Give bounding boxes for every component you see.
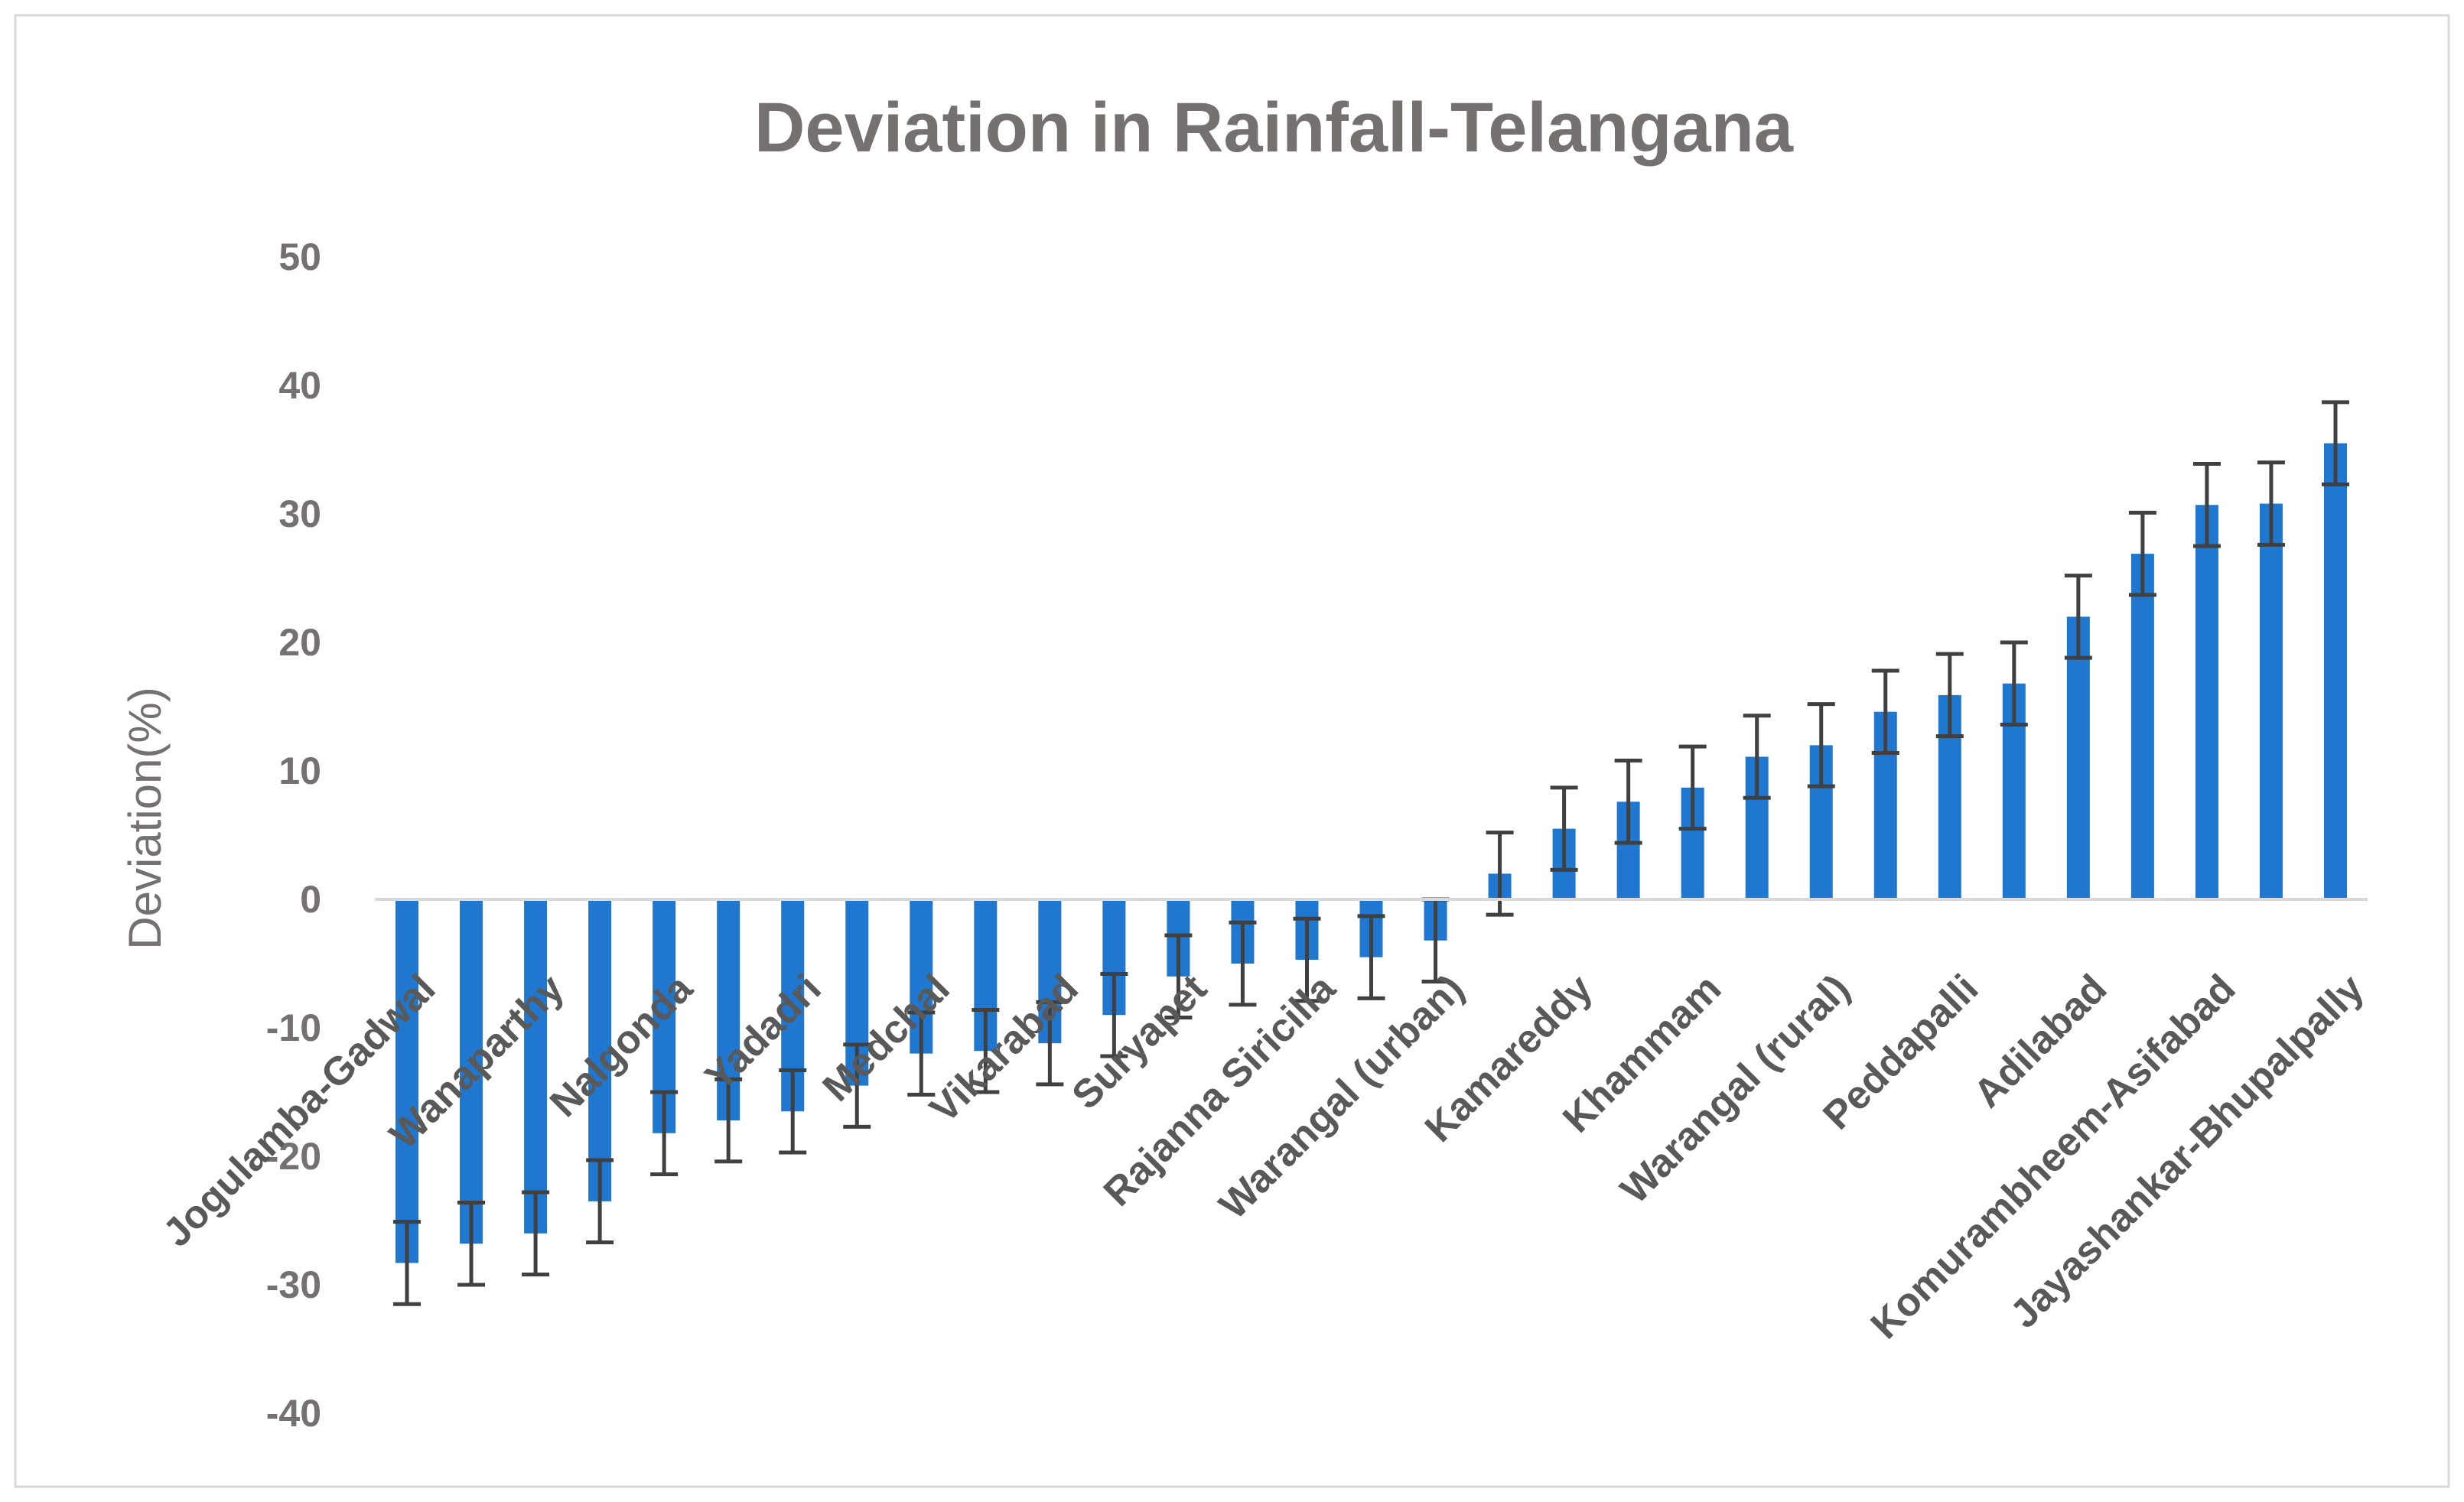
error-bar <box>779 1068 807 1155</box>
bar <box>2195 505 2218 899</box>
y-tick-label: 30 <box>278 493 321 535</box>
bar <box>460 899 483 1244</box>
bar <box>2066 616 2090 899</box>
error-bar <box>2064 574 2092 660</box>
y-tick-label: -30 <box>266 1263 321 1306</box>
y-tick-label: 10 <box>278 749 321 792</box>
error-bar <box>2128 510 2156 597</box>
error-bar <box>1293 916 1321 1003</box>
error-bar <box>457 1200 486 1287</box>
y-tick-label: 50 <box>278 236 321 278</box>
bar <box>395 899 419 1263</box>
error-bar <box>843 1042 871 1129</box>
error-bar <box>650 1090 679 1177</box>
bar <box>524 899 548 1234</box>
error-bars <box>393 400 2349 1306</box>
error-bar <box>2000 640 2028 727</box>
error-bar <box>1357 914 1385 1000</box>
error-bar <box>1743 714 1771 800</box>
bar <box>588 899 612 1201</box>
error-bar <box>1486 831 1514 917</box>
error-bar <box>972 1007 1000 1094</box>
error-bar <box>1678 744 1707 831</box>
error-bar <box>1164 933 1193 1020</box>
bar <box>2130 554 2154 899</box>
y-tick-label: 0 <box>300 878 321 921</box>
y-axis-ticks: 50 40 30 20 10 0 -10 -20 -30 -40 <box>266 236 321 1435</box>
error-bar <box>393 1220 422 1306</box>
error-bar <box>1935 652 1964 739</box>
y-tick-label: -10 <box>266 1006 321 1049</box>
error-bar <box>714 1077 743 1164</box>
chart-title: Deviation in Rainfall-Telangana <box>754 89 1794 167</box>
error-bar <box>2257 460 2285 547</box>
error-bar <box>522 1190 550 1277</box>
error-bar <box>907 1010 936 1097</box>
error-bar <box>1229 920 1257 1007</box>
error-bar <box>1807 702 1835 788</box>
y-tick-label: -40 <box>266 1392 321 1435</box>
bar <box>2323 443 2347 899</box>
error-bar <box>1614 759 1642 845</box>
error-bar <box>1100 971 1128 1058</box>
error-bar <box>1036 1000 1064 1087</box>
bar <box>2259 503 2283 899</box>
y-axis-label: Deviation(%) <box>119 687 171 949</box>
chart-frame <box>14 14 2450 1488</box>
error-bar <box>2192 461 2221 548</box>
error-bar <box>1550 785 1578 872</box>
error-bar <box>586 1158 614 1245</box>
y-tick-label: -20 <box>266 1135 321 1178</box>
error-bar <box>1871 668 1899 755</box>
y-tick-label: 20 <box>278 621 321 664</box>
error-bar <box>2321 400 2349 486</box>
y-tick-label: 40 <box>278 364 321 407</box>
